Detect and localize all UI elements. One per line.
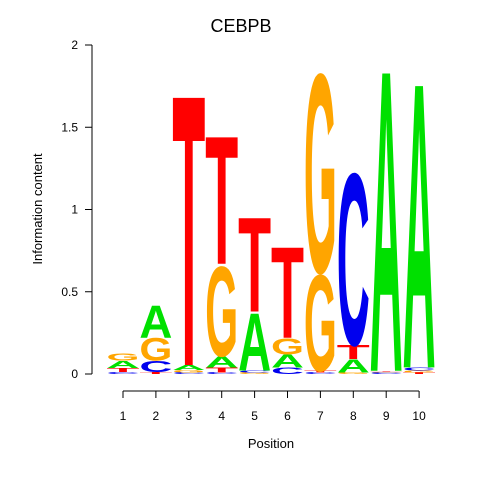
x-tick-label: 8 [350,409,357,423]
logo-letter-t: T [337,340,370,363]
logo-letter-c: C [139,358,172,376]
logo-letter-g: G [370,371,403,372]
logo-letter-t: T [205,97,238,303]
logo-letter-c: C [337,123,370,397]
logo-letter-c: C [403,367,436,372]
y-tick-label: 0.5 [61,285,78,299]
y-axis-title: Information content [30,153,45,265]
logo-letter-g: G [271,334,304,360]
logo-letter-g: G [107,351,140,363]
logo-letter-t: T [107,367,141,373]
logo-letter-g: G [403,370,436,373]
logo-letter-t: T [139,372,172,375]
logo-letter-a: A [205,353,238,371]
y-axis: 0 0.5 1 1.5 2 [61,38,93,381]
logo-letter-g: G [304,16,337,334]
logo-letter-a: A [370,0,403,464]
logo-letter-t: T [304,370,337,373]
chart-title: CEBPB [210,16,271,36]
logo-letter-g: G [139,331,172,367]
x-axis-title: Position [248,436,294,451]
x-tick-label: 4 [218,409,225,423]
logo-letter-t: T [403,372,436,375]
logo-letter-c: C [304,372,337,375]
logo-letter-a: A [271,351,304,372]
logo-letter-a: A [107,359,140,371]
x-tick-label: 7 [317,409,324,423]
logo-letter-t: T [271,220,304,366]
logo-letter-c: C [172,372,205,375]
logo-letter-a: A [403,0,436,455]
logo-letter-t: T [238,189,271,340]
logo-letter-g: G [172,369,205,373]
logo-letter-t: T [172,13,205,447]
logo-letter-a: A [337,356,370,377]
logo-letter-c: C [205,372,238,375]
logo-letter-c: C [370,372,403,375]
x-tick-label: 5 [251,409,258,423]
x-tick-label: 9 [383,409,390,423]
y-tick-label: 0 [71,367,78,381]
logo-letter-g: G [337,372,370,375]
logo-letter-a: A [172,364,205,372]
logo-letter-c: C [238,370,271,373]
x-tick-label: 1 [120,409,127,423]
logo-letter-a: A [139,296,172,347]
x-tick-label: 6 [284,409,291,423]
logo-letter-a: A [238,298,271,390]
y-tick-label: 2 [71,38,78,52]
logo-letter-g: G [238,372,271,375]
logo-letter-t: T [205,366,239,374]
logo-letter-c: C [107,372,140,375]
y-tick-label: 1.5 [61,120,78,134]
x-tick-label: 3 [185,409,192,423]
x-tick-label: 10 [412,409,426,423]
y-tick-label: 1 [71,203,78,217]
logo-letter-c: C [271,366,304,376]
logo-letter-g: G [304,246,337,400]
logo-letter-g: G [205,240,238,384]
x-axis: 1 2 3 4 5 6 7 8 9 10 [120,390,426,423]
x-tick-label: 2 [153,409,160,423]
logo-letter-t: T [370,371,403,372]
